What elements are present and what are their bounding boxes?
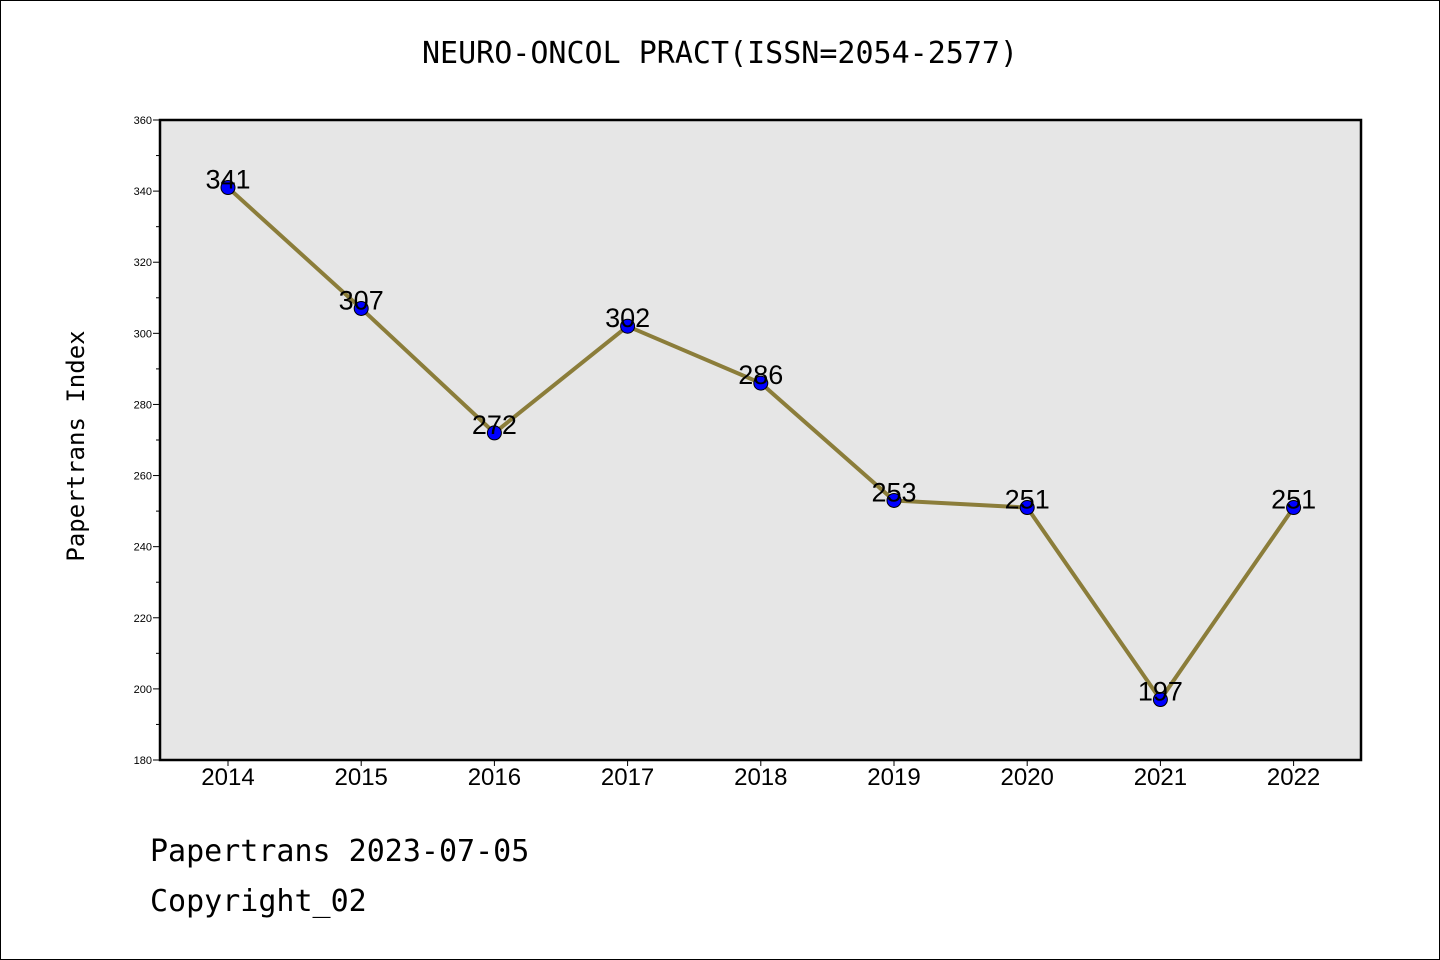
data-label: 341: [205, 165, 250, 195]
data-point: [486, 425, 502, 441]
y-tick-label: 320: [134, 257, 152, 269]
data-label: 302: [605, 303, 650, 333]
data-point: [220, 180, 236, 196]
data-label: 251: [1271, 485, 1316, 515]
x-tick-label: 2021: [1134, 764, 1187, 791]
x-tick-label: 2016: [468, 764, 521, 791]
y-tick-label: 200: [134, 684, 152, 696]
y-tick-label: 240: [134, 542, 152, 554]
x-tick-label: 2015: [335, 764, 388, 791]
x-tick-label: 2014: [201, 764, 254, 791]
data-label: 286: [738, 360, 783, 390]
y-tick-label: 220: [134, 613, 152, 625]
data-point: [1152, 692, 1168, 708]
chart-title: NEURO-ONCOL PRACT(ISSN=2054-2577): [421, 36, 1019, 71]
plot-area: [160, 120, 1361, 760]
data-point: [620, 318, 636, 334]
data-label: 251: [1005, 485, 1050, 515]
x-tick-label: 2017: [601, 764, 654, 791]
x-tick-label: 2019: [867, 764, 920, 791]
y-tick-label: 180: [134, 755, 152, 767]
data-point: [886, 492, 902, 508]
y-tick-label: 360: [134, 115, 152, 127]
y-tick-label: 340: [134, 186, 152, 198]
data-label: 253: [871, 477, 916, 507]
data-point: [1019, 500, 1035, 516]
y-tick-label: 280: [134, 399, 152, 411]
y-tick-label: 260: [134, 471, 152, 483]
x-tick-label: 2020: [1001, 764, 1054, 791]
data-label: 272: [472, 410, 517, 440]
x-tick-label: 2022: [1267, 764, 1320, 791]
data-point: [1286, 500, 1302, 516]
data-label: 197: [1138, 677, 1183, 707]
footer-date: Papertrans 2023-07-05: [150, 834, 530, 869]
x-tick-label: 2018: [734, 764, 787, 791]
data-point: [353, 300, 369, 316]
y-tick-label: 300: [134, 328, 152, 340]
footer-copyright: Copyright_02: [150, 884, 367, 919]
data-label: 307: [339, 285, 384, 315]
data-point: [753, 375, 769, 391]
plot-border: [158, 118, 1363, 762]
